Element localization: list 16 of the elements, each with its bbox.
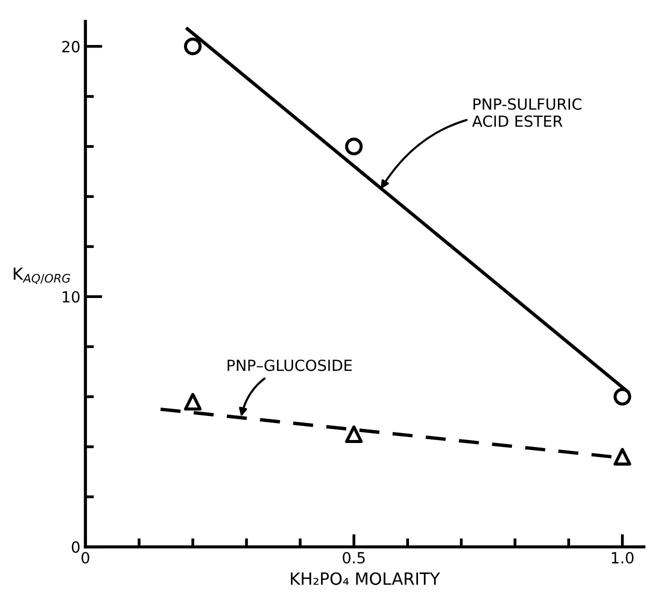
y-tick-label: 10 (62, 291, 80, 303)
point (184, 38, 202, 56)
y-tick-label: 20 (62, 40, 80, 52)
y-axis-title: K$_{AQ/ORG}$ (14, 268, 70, 284)
point (614, 448, 632, 466)
y-tick-label: 0 (72, 541, 80, 553)
x-tick-label: 0.5 (342, 552, 365, 564)
x-axis-title: KH₂PO₄ MOLARITY (290, 572, 440, 585)
annotation: PNP-SULFURIC ACID ESTER (472, 98, 582, 127)
annotation: PNP–GLUCOSIDE (228, 360, 352, 372)
x-tick-label: 1.0 (612, 552, 634, 564)
point (184, 392, 202, 411)
point (345, 138, 363, 156)
point (614, 388, 632, 406)
x-tick-label: 0 (82, 552, 90, 564)
point (345, 425, 363, 444)
